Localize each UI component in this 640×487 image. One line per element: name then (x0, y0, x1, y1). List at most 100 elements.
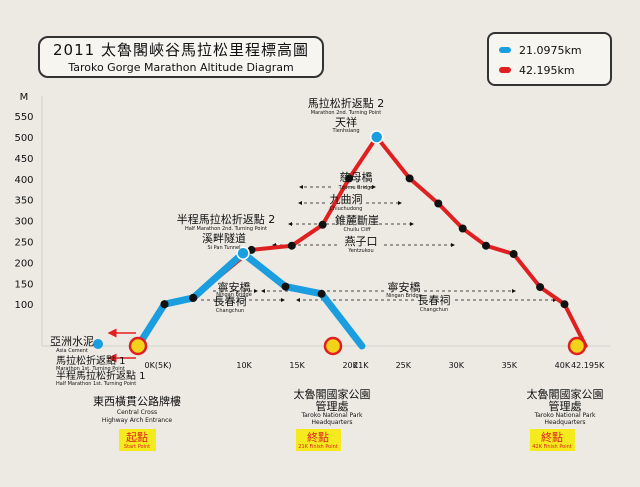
full-finish-box (530, 429, 575, 451)
x-tick-label: 35K (502, 361, 518, 370)
y-tick-label: 550 (14, 112, 33, 123)
tianxiang-label-en: Tienhsiang (331, 128, 359, 134)
data-point-full-5 (318, 220, 327, 229)
park2-label-cn1: 太魯閣國家公園 (527, 387, 604, 401)
turn2-label: 馬拉松折返點 2 (308, 96, 385, 110)
start-location-en1: Central Cross (117, 409, 157, 416)
legend-item-full: 42.195km (499, 63, 575, 77)
y-tick-label: 150 (14, 279, 33, 290)
y-tick-label: 450 (14, 154, 33, 165)
jiuqu-label-en: Chiuchudong (330, 206, 363, 212)
start-marker (128, 336, 148, 356)
full-finish-box-cn: 終點 (541, 430, 563, 444)
x-tick-label: 0K(5K) (145, 361, 172, 370)
asia-cement-marker (93, 339, 103, 349)
chart-title-box: 2011 太魯閣峽谷馬拉松里程標高圖 Taroko Gorge Marathon… (38, 36, 324, 78)
park1-label-en1: Taroko National Park (300, 412, 363, 419)
data-point-full-14 (560, 300, 569, 309)
ningan-full-label: 寧安橋 (388, 280, 421, 294)
jiuqu-label: 九曲洞 (330, 193, 363, 206)
legend-label-half: 21.0975km (519, 43, 582, 57)
start-box (119, 429, 156, 451)
chart-title: 2011 太魯閣峽谷馬拉松里程標高圖 (53, 41, 309, 59)
turn1-label-en: Marathon 1st. Turning Point (56, 366, 125, 372)
half-finish-marker (323, 336, 343, 356)
y-tick-label: 350 (14, 196, 33, 207)
zhuilu-label: 錐麓斷崖 (335, 213, 379, 227)
full-finish-box-en: 42K Finish Point (532, 444, 572, 450)
chart-subtitle: Taroko Gorge Marathon Altitude Diagram (68, 61, 294, 74)
y-tick-label: 300 (14, 217, 33, 228)
half-finish-box-en: 21K Finish Point (298, 444, 338, 450)
legend-swatch-half (499, 47, 511, 53)
tianxiang-label: 天祥 (335, 115, 357, 129)
series-layer (134, 130, 588, 350)
changchun-full-label: 長春祠 (418, 294, 451, 307)
ningan-half-label-en: Ningan Bridge (216, 292, 252, 298)
x-tick-label: 10K (236, 361, 252, 370)
data-point-full-12 (509, 250, 518, 258)
data-point-full-8 (405, 174, 414, 183)
legend-label-full: 42.195km (519, 63, 575, 77)
x-tick-label: 40K (555, 361, 571, 370)
turn1-label: 馬拉松折返點 1 (56, 354, 126, 367)
start-box-en: Start Point (124, 444, 150, 450)
data-point-full-9 (434, 199, 443, 208)
data-point-full-10 (458, 224, 467, 233)
xipan-label-en: Si Pan Tunnel (207, 245, 240, 251)
y-axis-label: M (20, 92, 29, 103)
half-finish-box-cn: 終點 (307, 430, 329, 444)
segment-indicators (201, 185, 557, 302)
data-point-full-6 (345, 174, 354, 183)
x-tick-label: 25K (396, 361, 412, 370)
data-point-half-3 (236, 246, 250, 260)
yanzikou-label: 燕子口 (345, 235, 378, 248)
tick-layer: 100 150 200 250 300 350 400 450 500 550 M 0K(5K) 10K… (14, 92, 605, 370)
cimu-label-en: Tzumu Bridge (338, 185, 374, 191)
data-point-full-4 (287, 241, 296, 250)
changchun-half-label: 長春祠 (214, 295, 247, 308)
y-tick-label: 500 (14, 133, 33, 144)
x-tick-label: 42.195K (571, 361, 605, 370)
legend-swatch-full (499, 67, 511, 73)
halfturn2-label: 半程馬拉松折返點 2 (177, 212, 276, 226)
start-location-en2: Highway Arch Entrance (102, 417, 172, 424)
y-tick-label: 400 (14, 175, 33, 186)
x-tick-label: 21K (353, 361, 369, 370)
data-point-full-7 (369, 130, 384, 144)
ningan-half-label: 寧安橋 (218, 280, 251, 294)
ningan-full-label-en: Ningan Bridge (386, 293, 422, 299)
data-point-half-1 (160, 300, 169, 309)
yanzikou-label-en: Yentzukou (347, 248, 373, 254)
halfturn1-label: 半程馬拉松折返點 1 (56, 369, 146, 382)
data-point-half-5 (317, 289, 326, 298)
half-finish-box (296, 429, 341, 451)
cimu-label: 慈母橋 (340, 170, 373, 184)
park2-label-cn2: 管理處 (549, 399, 582, 413)
y-tick-label: 100 (14, 300, 33, 311)
legend-item-half: 21.0975km (499, 43, 582, 57)
full-finish-marker (567, 336, 587, 356)
park1-label-cn1: 太魯閣國家公園 (294, 387, 371, 401)
data-point-full-11 (482, 241, 490, 250)
park2-label-en2: Headquarters (544, 419, 585, 426)
asia-cement-label-en: Asia Cement (56, 348, 88, 354)
start-location-label: 東西橫貫公路牌樓 (93, 394, 181, 408)
x-tick-label: 15K (289, 361, 305, 370)
changchun-full-label-en: Changchun (420, 307, 448, 313)
start-box-cn: 起點 (126, 431, 148, 444)
zhuilu-label-en: Chuilu Cliff (343, 227, 371, 233)
data-point-full-13 (536, 283, 545, 292)
asia-cement-label: 亞洲水泥 (50, 335, 94, 348)
turnaround-arrows (107, 328, 136, 363)
x-tick-label: 20K (342, 361, 358, 370)
turn2-label-en: Marathon 2nd. Turning Point (311, 110, 382, 116)
halfturn2-label-en: Half Marathon 2nd. Turning Point (185, 226, 267, 232)
park2-label-en1: Taroko National Park (533, 412, 596, 419)
data-point-half-4 (281, 282, 290, 291)
y-tick-label: 250 (14, 238, 33, 249)
xipan-label: 溪畔隧道 (202, 231, 246, 245)
y-tick-label: 200 (14, 258, 33, 269)
legend: 21.0975km 42.195km (487, 32, 612, 86)
